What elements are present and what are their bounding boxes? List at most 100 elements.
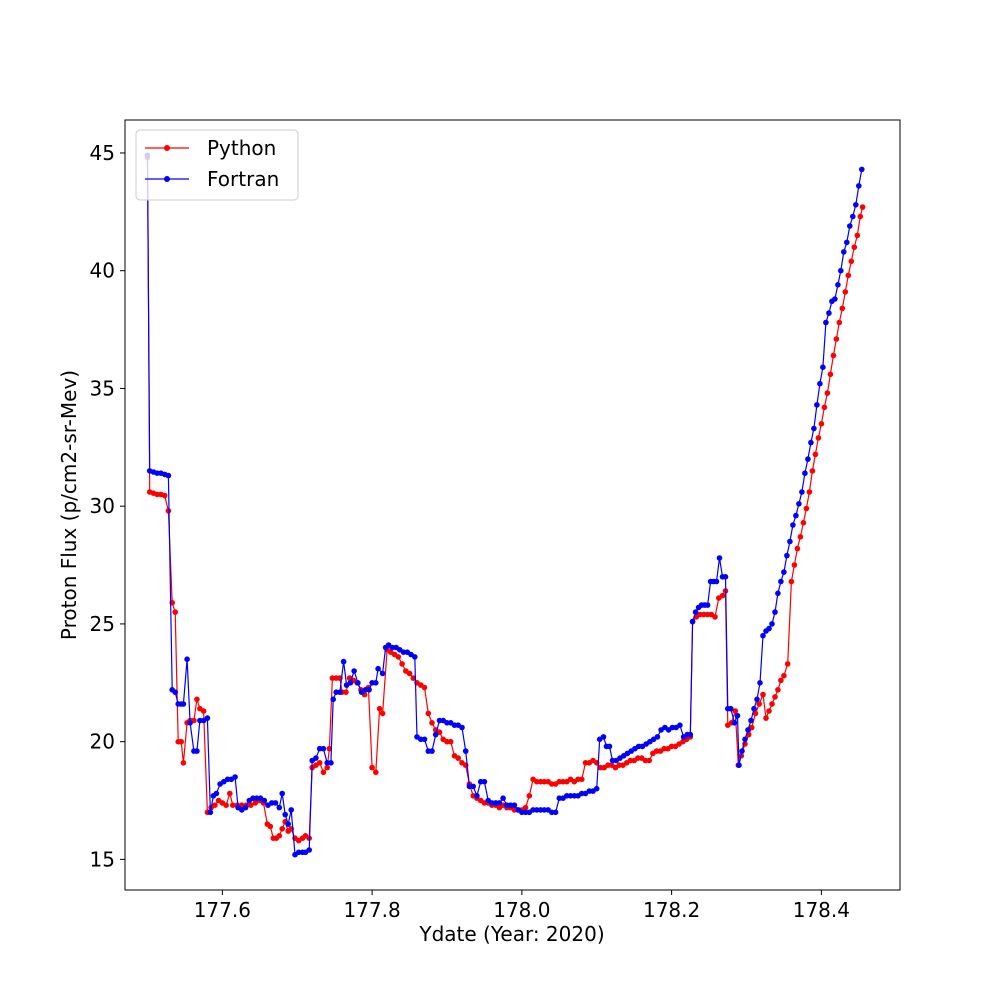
data-point-python xyxy=(794,545,801,552)
data-point-fortran xyxy=(481,778,488,785)
data-point-fortran xyxy=(272,800,279,806)
data-point-python xyxy=(447,738,454,745)
data-point-python xyxy=(851,244,858,250)
data-point-python xyxy=(719,592,726,599)
legend-fortran-marker xyxy=(164,176,170,182)
data-point-fortran xyxy=(722,574,729,580)
data-point-fortran xyxy=(474,793,480,799)
data-point-fortran xyxy=(606,743,613,750)
data-point-fortran xyxy=(769,621,775,627)
x-tick-label: 178.2 xyxy=(643,898,700,922)
x-tick-label: 177.8 xyxy=(343,898,400,922)
data-point-python xyxy=(784,661,791,667)
data-point-python xyxy=(752,710,759,717)
data-point-fortran xyxy=(781,569,787,575)
data-point-python xyxy=(854,232,861,239)
data-point-fortran xyxy=(261,797,268,804)
data-point-fortran xyxy=(778,578,784,585)
data-point-fortran xyxy=(844,239,850,246)
data-point-fortran xyxy=(796,501,802,507)
data-point-python xyxy=(848,258,855,265)
x-tick-label: 177.6 xyxy=(194,898,251,922)
data-point-python xyxy=(797,534,804,540)
data-point-python xyxy=(212,802,218,808)
y-axis-ticks: 15 20 25 30 35 40 45 xyxy=(90,141,125,871)
data-point-fortran xyxy=(751,705,757,712)
data-point-fortran xyxy=(347,680,354,686)
data-point-python xyxy=(161,492,168,499)
data-point-python xyxy=(800,519,807,526)
data-point-python xyxy=(827,371,834,378)
data-point-python xyxy=(857,213,864,220)
plot-frame xyxy=(124,119,901,891)
data-point-python xyxy=(248,802,254,808)
data-point-fortran xyxy=(814,402,820,408)
data-point-fortran xyxy=(600,734,607,740)
data-point-python xyxy=(376,705,383,712)
data-point-python xyxy=(373,769,379,776)
data-point-fortran xyxy=(432,731,439,738)
data-point-fortran xyxy=(320,745,327,752)
data-point-python xyxy=(763,715,769,721)
data-point-fortran xyxy=(748,717,754,724)
data-point-fortran xyxy=(165,472,172,479)
x-tick-label: 178.4 xyxy=(793,898,850,922)
data-point-fortran xyxy=(838,267,844,274)
data-point-fortran xyxy=(355,680,361,686)
data-point-fortran xyxy=(421,736,428,743)
data-point-python xyxy=(230,802,236,808)
data-point-python xyxy=(756,701,762,707)
data-point-python xyxy=(279,826,286,832)
data-point-python xyxy=(267,823,274,830)
data-point-fortran xyxy=(366,687,372,693)
data-point-fortran xyxy=(847,223,853,229)
data-point-python xyxy=(803,505,810,512)
data-point-fortran xyxy=(180,701,187,707)
y-tick-label: 30 xyxy=(90,494,115,518)
x-axis-label: Ydate (Year: 2020) xyxy=(418,922,604,946)
data-point-fortran xyxy=(204,715,211,721)
data-point-python xyxy=(778,677,784,684)
data-point-fortran xyxy=(496,800,503,806)
data-point-fortran xyxy=(552,809,559,816)
data-point-fortran xyxy=(826,310,832,316)
data-point-python xyxy=(712,614,718,620)
data-point-fortran xyxy=(775,590,781,597)
data-point-python xyxy=(839,305,846,312)
data-point-fortran xyxy=(734,712,741,719)
data-point-fortran xyxy=(832,296,838,302)
data-point-fortran xyxy=(859,166,865,173)
data-point-fortran xyxy=(745,727,751,733)
data-point-fortran xyxy=(811,425,817,432)
data-point-fortran xyxy=(772,609,778,615)
data-point-python xyxy=(772,694,778,700)
data-point-fortran xyxy=(500,795,506,801)
data-point-fortran xyxy=(841,249,847,255)
data-point-fortran xyxy=(728,705,734,712)
data-point-python xyxy=(399,661,405,667)
data-point-fortran xyxy=(760,632,766,639)
data-point-fortran xyxy=(677,722,683,728)
data-point-fortran xyxy=(593,785,600,792)
data-point-fortran xyxy=(285,821,292,827)
data-point-fortran xyxy=(820,364,826,371)
data-point-python xyxy=(809,468,816,474)
data-point-python xyxy=(180,760,187,766)
data-point-fortran xyxy=(330,696,337,703)
data-point-python xyxy=(775,687,781,693)
data-point-python xyxy=(343,689,349,695)
legend-python-label: Python xyxy=(207,136,276,160)
data-point-python xyxy=(227,790,233,797)
legend-fortran-label: Fortran xyxy=(207,167,279,191)
y-tick-label: 45 xyxy=(90,141,115,165)
data-point-fortran xyxy=(654,734,661,740)
data-point-python xyxy=(824,390,831,396)
data-point-fortran xyxy=(692,609,699,615)
data-point-fortran xyxy=(288,807,295,813)
data-point-fortran xyxy=(704,602,711,608)
series-fortran xyxy=(144,152,865,858)
data-point-python xyxy=(760,691,766,698)
data-point-python xyxy=(821,404,828,411)
data-point-python xyxy=(812,451,819,458)
